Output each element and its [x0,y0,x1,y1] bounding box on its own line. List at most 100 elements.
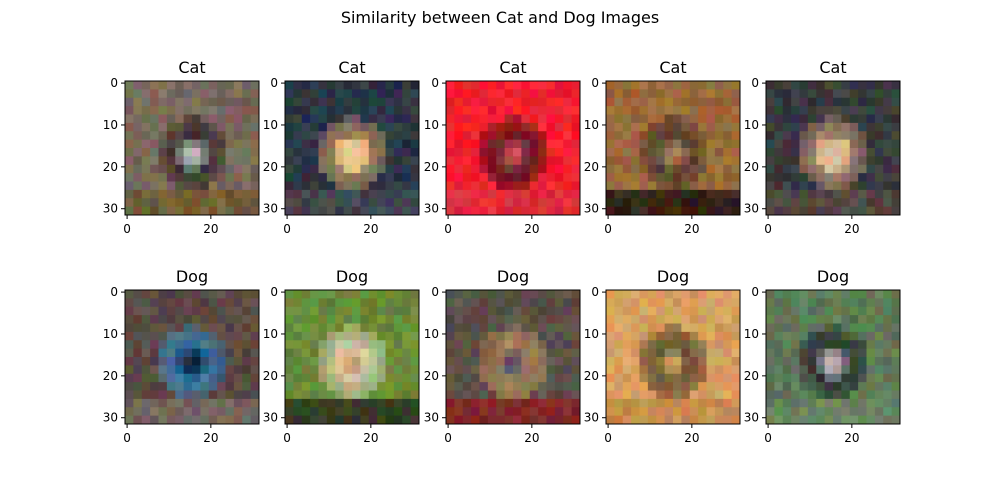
pixel [731,357,741,366]
pixel [479,340,489,350]
pixel [647,365,657,375]
pixel [841,357,851,366]
pixel [714,122,724,132]
pixel [301,373,311,383]
pixel [301,306,311,316]
pixel [293,156,303,166]
axes-frame [605,289,741,425]
pixel [782,348,792,358]
pixel [807,189,817,199]
pixel [360,181,370,191]
pixel [217,415,226,425]
pixel [833,357,842,366]
pixel [791,398,800,408]
pixel [293,415,303,425]
pixel [158,114,168,124]
pixel [706,348,716,358]
pixel [791,189,800,199]
pixel [563,114,573,124]
pixel [360,156,370,166]
pixel [352,131,361,141]
pixel [446,315,455,324]
pixel [849,114,859,124]
pixel [479,148,489,157]
pixel [874,156,884,166]
pixel [673,331,682,341]
pixel [192,298,201,308]
pixel [891,398,901,408]
pixel [673,198,682,208]
pixel [538,415,547,425]
pixel [866,173,876,182]
pixel [731,164,741,174]
pixel [368,97,378,107]
pixel [782,89,792,99]
pixel [402,398,412,408]
pixel [125,331,134,341]
pixel [513,323,522,333]
pixel [192,189,201,199]
pixel [496,390,506,400]
pixel [538,81,547,90]
pixel [125,315,134,324]
pixel [656,164,666,174]
pixel [393,181,403,191]
pixel [714,89,724,99]
pixel [664,206,674,216]
pixel [538,114,547,124]
pixel [698,340,707,350]
pixel [402,340,412,350]
pixel [158,323,168,333]
pixel [133,348,143,358]
pixel [554,114,564,124]
pixel [402,164,412,174]
pixel [446,398,455,408]
pixel [385,206,395,216]
pixel [301,131,311,141]
pixel [183,348,193,358]
pixel [150,331,159,341]
pixel [554,206,564,216]
pixel [183,89,193,99]
pixel [133,173,143,182]
pixel [606,181,615,191]
pixel [462,164,472,174]
pixel [402,181,412,191]
pixel [883,398,893,408]
pixel [410,365,420,375]
pixel [326,173,336,182]
pixel [462,331,472,341]
pixel [150,198,159,208]
pixel [606,331,615,341]
pixel [563,164,573,174]
pixel [639,148,649,157]
pixel [714,382,724,391]
pixel [841,407,851,417]
pixel [496,298,506,308]
pixel [462,415,472,425]
pixel [656,340,666,350]
pixel [225,290,235,299]
pixel [446,415,455,425]
pixel [841,398,851,408]
pixel [631,106,640,115]
pixel [774,114,784,124]
pixel [335,164,345,174]
pixel [242,81,252,90]
pixel [664,407,674,417]
pixel [402,106,412,115]
pixel [774,365,784,375]
pixel [471,407,480,417]
pixel [824,315,834,324]
pixel [554,357,564,366]
pixel [343,365,353,375]
pixel [183,189,193,199]
pixel [513,331,522,341]
pixel [250,357,260,366]
pixel [689,290,699,299]
y-tick-label: 10 [424,327,439,341]
pixel [360,415,370,425]
pixel [471,382,480,391]
pixel [866,331,876,341]
